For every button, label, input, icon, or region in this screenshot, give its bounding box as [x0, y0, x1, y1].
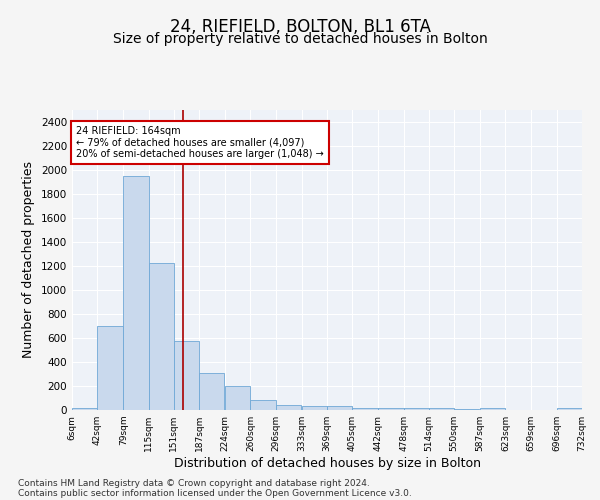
Text: Contains HM Land Registry data © Crown copyright and database right 2024.: Contains HM Land Registry data © Crown c…	[18, 478, 370, 488]
Bar	[72, 408, 97, 410]
Bar	[123, 176, 149, 410]
Bar	[480, 408, 505, 410]
Bar	[352, 408, 377, 410]
Bar	[404, 408, 429, 410]
Text: Contains public sector information licensed under the Open Government Licence v3: Contains public sector information licen…	[18, 488, 412, 498]
Bar	[199, 374, 224, 410]
Bar	[225, 386, 250, 410]
Text: 24 RIEFIELD: 164sqm
← 79% of detached houses are smaller (4,097)
20% of semi-det: 24 RIEFIELD: 164sqm ← 79% of detached ho…	[76, 126, 324, 159]
Bar	[276, 404, 301, 410]
Text: 24, RIEFIELD, BOLTON, BL1 6TA: 24, RIEFIELD, BOLTON, BL1 6TA	[170, 18, 431, 36]
Bar	[149, 263, 174, 410]
X-axis label: Distribution of detached houses by size in Bolton: Distribution of detached houses by size …	[173, 457, 481, 470]
Bar	[327, 406, 352, 410]
Y-axis label: Number of detached properties: Number of detached properties	[22, 162, 35, 358]
Bar	[302, 406, 327, 410]
Bar	[174, 341, 199, 410]
Bar	[97, 326, 122, 410]
Bar	[250, 400, 276, 410]
Text: Size of property relative to detached houses in Bolton: Size of property relative to detached ho…	[113, 32, 487, 46]
Bar	[378, 408, 404, 410]
Bar	[557, 408, 582, 410]
Bar	[429, 408, 454, 410]
